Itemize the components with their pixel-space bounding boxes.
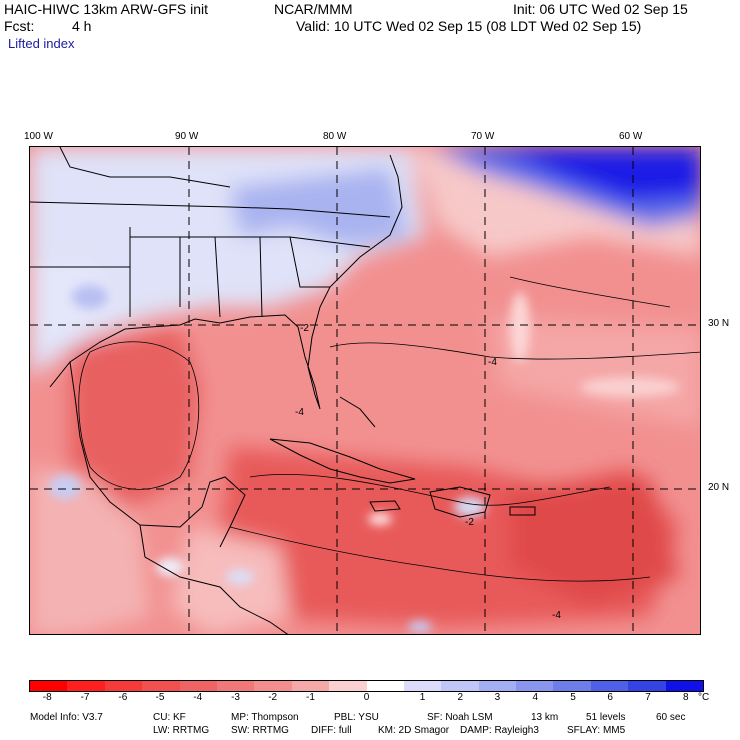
legend-label: 2 — [457, 692, 464, 703]
organization-label: NCAR/MMM — [274, 1, 353, 17]
legend-label: 8 — [682, 692, 689, 703]
forecast-hour: 4 h — [72, 18, 92, 34]
contour-label: -4 — [488, 357, 497, 368]
color-legend-bar — [29, 680, 704, 692]
init-time: Init: 06 UTC Wed 02 Sep 15 — [513, 1, 688, 17]
legend-label: -2 — [268, 692, 278, 703]
model-info-diff: DIFF: full — [311, 725, 352, 736]
coastlines — [30, 147, 536, 634]
lon-label-100w: 100 W — [24, 131, 53, 142]
lon-label-70w: 70 W — [471, 131, 495, 142]
legend-swatch — [67, 681, 105, 691]
legend-label: -5 — [155, 692, 165, 703]
color-legend-ticks: -8 -7 -6 -5 -4 -3 -2 -1 0 1 2 3 4 5 6 7 … — [29, 692, 704, 706]
legend-label: -6 — [118, 692, 128, 703]
field-name: Lifted index — [8, 36, 75, 51]
lifted-index-map: -2 -4 -4 -4 -2 — [29, 146, 701, 635]
model-info-pbl: PBL: YSU — [334, 712, 379, 723]
lon-label-90w: 90 W — [175, 131, 199, 142]
legend-label: 3 — [494, 692, 501, 703]
legend-label: -8 — [42, 692, 52, 703]
model-info-sw: SW: RRTMG — [231, 725, 289, 736]
legend-label: -4 — [193, 692, 203, 703]
contour-label: -4 — [295, 407, 304, 418]
legend-label: 4 — [532, 692, 539, 703]
model-info-damp: DAMP: Rayleigh3 — [460, 725, 539, 736]
contour-label: -2 — [300, 323, 309, 334]
legend-swatch — [628, 681, 666, 691]
legend-unit: °C — [698, 692, 710, 703]
legend-label: 0 — [363, 692, 370, 703]
legend-label: 1 — [419, 692, 426, 703]
lon-label-60w: 60 W — [619, 131, 643, 142]
contour-label: -2 — [465, 517, 474, 528]
legend-swatch — [104, 681, 143, 691]
contour-label-group: -2 -4 -4 -4 -2 — [295, 323, 561, 621]
model-info-sflay: SFLAY: MM5 — [567, 725, 626, 736]
legend-swatch — [478, 681, 517, 691]
model-info-lw: LW: RRTMG — [153, 725, 210, 736]
legend-swatch — [553, 681, 591, 691]
legend-swatch — [366, 681, 404, 691]
legend-swatch — [590, 681, 629, 691]
model-info-timestep: 60 sec — [656, 712, 686, 723]
contour-lines — [78, 276, 700, 582]
map-title: HAIC-HIWC 13km ARW-GFS init — [4, 1, 209, 17]
model-info-sf: SF: Noah LSM — [427, 712, 493, 723]
legend-swatch — [516, 681, 554, 691]
legend-label: -7 — [80, 692, 90, 703]
legend-swatch — [665, 681, 704, 691]
model-info-version: Model Info: V3.7 — [30, 712, 103, 723]
legend-swatch — [142, 681, 180, 691]
model-info-levels: 51 levels — [586, 712, 626, 723]
forecast-label: Fcst: — [4, 18, 35, 34]
legend-label: 7 — [645, 692, 651, 703]
model-info-mp: MP: Thompson — [231, 712, 299, 723]
legend-swatch — [441, 681, 479, 691]
valid-time: Valid: 10 UTC Wed 02 Sep 15 (08 LDT Wed … — [296, 18, 642, 34]
legend-label: -1 — [306, 692, 315, 703]
legend-swatch — [254, 681, 292, 691]
model-info-cu: CU: KF — [153, 712, 186, 723]
model-info-resolution: 13 km — [531, 712, 559, 723]
legend-label: -3 — [231, 692, 240, 703]
legend-label: 6 — [607, 692, 613, 703]
lat-label-30n: 30 N — [708, 318, 730, 329]
map-canvas: -2 -4 -4 -4 -2 — [30, 147, 700, 634]
legend-swatch — [179, 681, 217, 691]
legend-swatch — [30, 681, 68, 691]
legend-swatch — [329, 681, 367, 691]
field-detail — [49, 285, 680, 633]
legend-swatch — [403, 681, 442, 691]
legend-label: 5 — [570, 692, 576, 703]
contour-label: -4 — [552, 610, 561, 621]
lat-label-20n: 20 N — [708, 482, 730, 493]
lon-label-80w: 80 W — [323, 131, 347, 142]
legend-swatch — [216, 681, 255, 691]
model-info-km: KM: 2D Smagor — [378, 725, 450, 736]
legend-swatch — [291, 681, 330, 691]
